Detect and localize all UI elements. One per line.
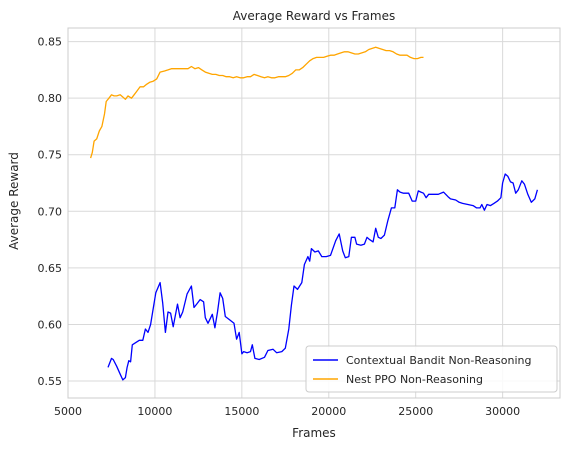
chart-title: Average Reward vs Frames <box>233 9 395 23</box>
y-tick-label: 0.75 <box>38 149 63 162</box>
x-tick-label: 20000 <box>311 405 346 418</box>
y-tick-label: 0.80 <box>38 92 63 105</box>
legend: Contextual Bandit Non-Reasoning Nest PPO… <box>305 345 558 393</box>
tick-labels: 5000 10000 15000 20000 25000 30000 0.55 0.60 0.6… <box>38 36 521 418</box>
y-tick-label: 0.55 <box>38 375 63 388</box>
y-axis-title: Average Reward <box>7 152 21 250</box>
y-tick-label: 0.65 <box>38 262 63 275</box>
y-tick-label: 0.60 <box>38 318 63 331</box>
legend-box <box>305 345 558 393</box>
y-tick-label: 0.70 <box>38 205 63 218</box>
plot-frame <box>67 27 561 399</box>
series-group <box>89 46 539 381</box>
series-line-contextual-bandit <box>107 173 539 381</box>
x-axis-title: Frames <box>292 426 336 440</box>
legend-label-nest-ppo: Nest PPO Non-Reasoning <box>346 373 483 386</box>
x-tick-label: 30000 <box>485 405 520 418</box>
legend-label-contextual-bandit: Contextual Bandit Non-Reasoning <box>346 354 531 367</box>
x-tick-label: 25000 <box>398 405 433 418</box>
series-line-nest-ppo <box>89 46 424 159</box>
y-tick-label: 0.85 <box>38 36 63 49</box>
x-tick-label: 10000 <box>137 405 172 418</box>
x-tick-label: 15000 <box>224 405 259 418</box>
x-tick-label: 5000 <box>54 405 82 418</box>
grid-lines <box>68 28 560 398</box>
